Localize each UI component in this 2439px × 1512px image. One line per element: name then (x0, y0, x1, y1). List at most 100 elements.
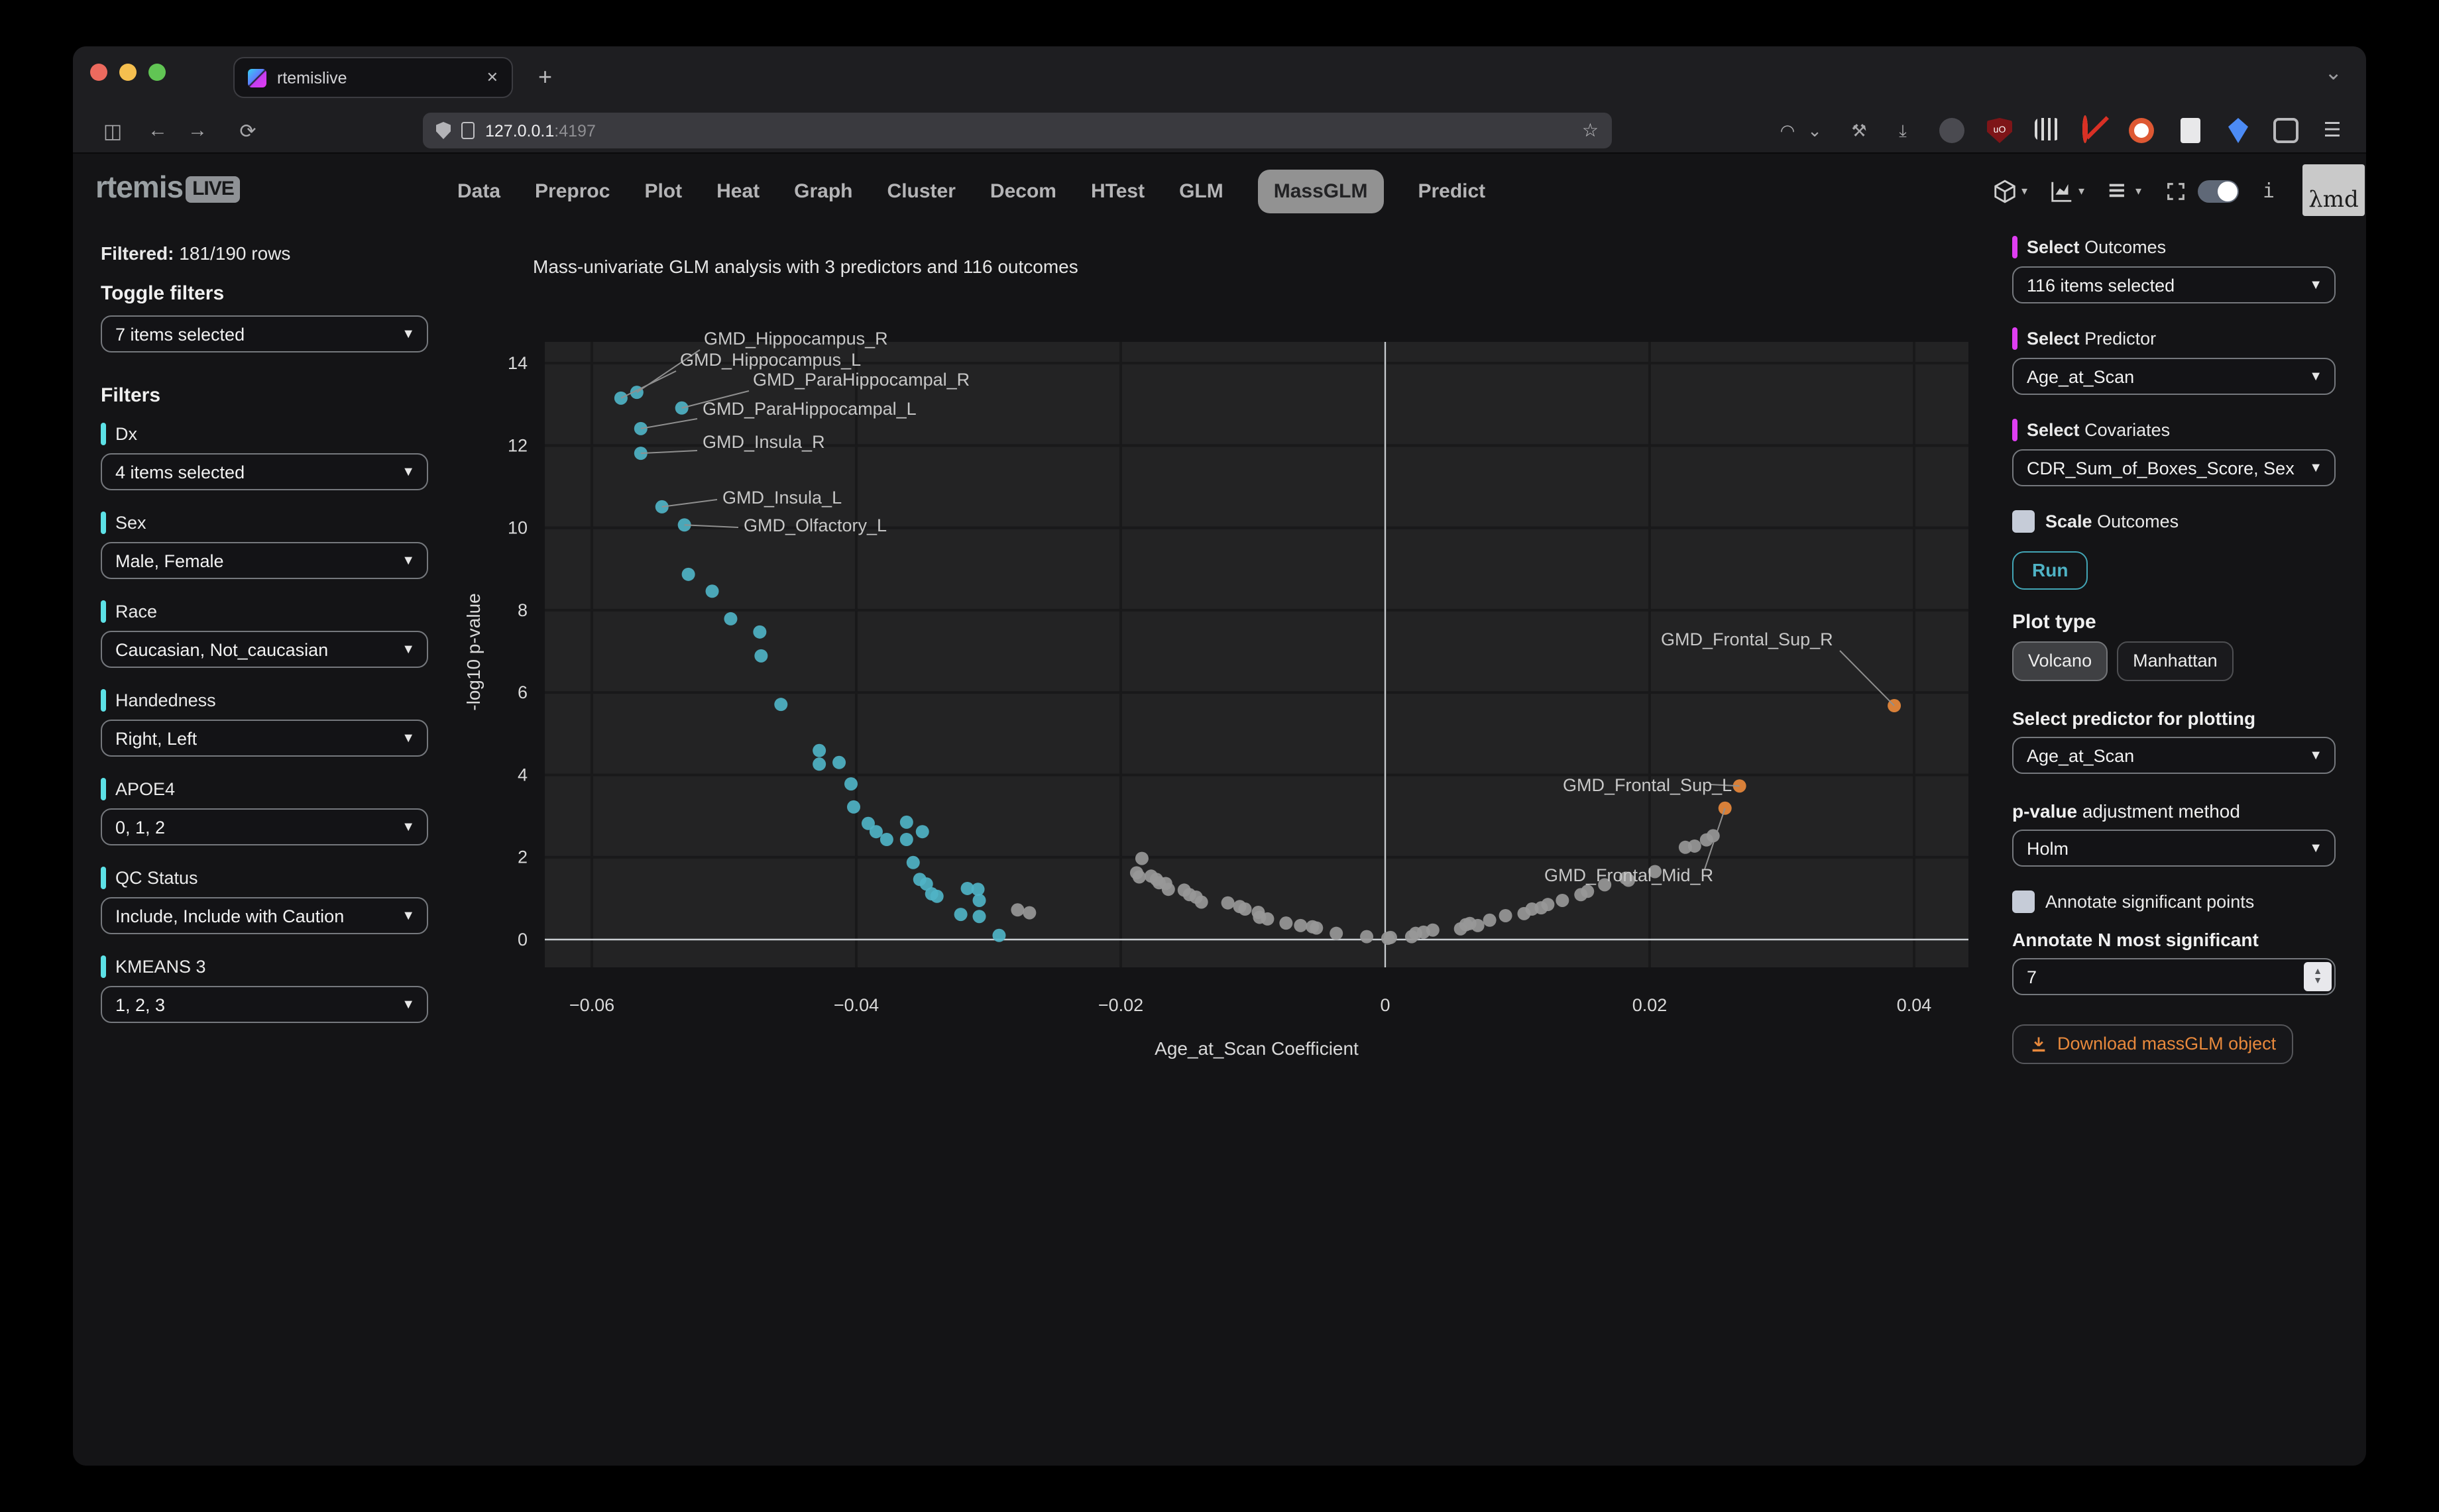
extension-avatar-icon[interactable] (1939, 118, 1964, 143)
data-point[interactable] (915, 825, 929, 839)
data-point[interactable] (861, 816, 875, 830)
data-point[interactable] (1471, 918, 1485, 932)
data-point[interactable] (906, 855, 920, 869)
data-point[interactable] (1383, 930, 1397, 944)
data-point[interactable] (724, 612, 738, 625)
fence-extension-icon[interactable] (2035, 118, 2060, 140)
data-point[interactable] (899, 815, 913, 829)
reload-icon[interactable]: ⟳ (239, 120, 256, 142)
data-point[interactable] (1023, 906, 1037, 920)
covariates-select[interactable]: CDR_Sum_of_Boxes_Score, Sex ▼ (2012, 449, 2336, 486)
menu-hamburger-icon[interactable]: ☰ (2323, 119, 2342, 142)
tab-heat[interactable]: Heat (716, 180, 760, 202)
gem-extension-icon[interactable] (2228, 118, 2248, 143)
data-point[interactable] (844, 777, 858, 791)
browser-tab[interactable]: rtemislive ✕ (233, 57, 513, 98)
data-point[interactable] (1132, 870, 1146, 884)
filter-select-race[interactable]: Caucasian, Not_caucasian ▼ (101, 631, 428, 668)
filter-select-qc-status[interactable]: Include, Include with Caution ▼ (101, 897, 428, 934)
data-point[interactable] (1499, 908, 1512, 922)
data-point[interactable] (813, 757, 826, 771)
minimize-window-button[interactable] (119, 64, 137, 81)
back-icon[interactable]: ← (148, 119, 168, 142)
account-icon[interactable]: ◠ (1780, 121, 1795, 140)
data-point[interactable] (879, 832, 893, 846)
data-point[interactable] (813, 743, 826, 757)
tab-predict[interactable]: Predict (1418, 180, 1486, 202)
data-point[interactable] (972, 910, 986, 924)
data-point[interactable] (1238, 902, 1252, 916)
chart-settings-icon[interactable]: ▾ (2049, 167, 2084, 215)
notes-extension-icon[interactable] (2181, 118, 2200, 143)
data-point[interactable] (774, 698, 788, 712)
data-point[interactable] (1687, 839, 1701, 853)
tab-preproc[interactable]: Preproc (535, 180, 610, 202)
data-point[interactable] (1556, 893, 1569, 907)
data-point[interactable] (919, 877, 933, 891)
data-point[interactable] (1221, 896, 1235, 910)
data-point[interactable] (614, 391, 628, 405)
filter-select-dx[interactable]: 4 items selected ▼ (101, 453, 428, 490)
forward-icon[interactable]: → (188, 119, 207, 142)
data-point[interactable] (832, 755, 846, 769)
tracking-protection-shield-icon[interactable] (436, 122, 451, 139)
address-bar[interactable]: 127.0.0.1:4197 ☆ (423, 113, 1612, 148)
data-point[interactable] (869, 825, 883, 839)
tab-decom[interactable]: Decom (990, 180, 1056, 202)
data-point[interactable] (1648, 865, 1662, 879)
tab-close-icon[interactable]: ✕ (486, 70, 498, 86)
data-point[interactable] (1581, 885, 1595, 898)
manhattan-button[interactable]: Manhattan (2117, 641, 2234, 681)
zoom-window-button[interactable] (148, 64, 166, 81)
data-point[interactable] (930, 889, 944, 903)
new-tab-button[interactable]: + (538, 64, 553, 90)
data-point[interactable] (681, 567, 695, 581)
theme-toggle[interactable] (2198, 167, 2239, 215)
data-point[interactable] (1011, 903, 1025, 917)
tab-list-chevron-icon[interactable]: ⌄ (2324, 62, 2342, 85)
data-point[interactable] (705, 584, 719, 598)
scale-outcomes-checkbox[interactable] (2012, 510, 2035, 533)
run-button[interactable]: Run (2012, 551, 2088, 590)
filter-select-apoe4[interactable]: 0, 1, 2 ▼ (101, 808, 428, 845)
data-point[interactable] (753, 625, 767, 639)
padjust-select[interactable]: Holm ▼ (2012, 830, 2336, 867)
list-options-icon[interactable]: ▾ (2106, 167, 2141, 215)
data-point[interactable] (1360, 930, 1374, 944)
fullscreen-icon[interactable] (2165, 167, 2187, 215)
data-point[interactable] (1294, 918, 1308, 932)
data-point[interactable] (972, 893, 986, 907)
filter-select-kmeans3[interactable]: 1, 2, 3 ▼ (101, 986, 428, 1023)
close-window-button[interactable] (90, 64, 107, 81)
tab-data[interactable]: Data (457, 180, 501, 202)
data-point[interactable] (847, 800, 861, 814)
data-point[interactable] (1622, 873, 1636, 887)
wrench-icon[interactable]: ⚒ (1851, 121, 1867, 140)
downloads-icon[interactable]: ⤓ (1899, 121, 1907, 140)
download-massglm-button[interactable]: Download massGLM object (2012, 1024, 2294, 1064)
data-point[interactable] (899, 832, 913, 846)
data-point[interactable] (960, 881, 974, 895)
tab-massglm[interactable]: MassGLM (1257, 169, 1384, 213)
extensions-puzzle-icon[interactable] (2273, 118, 2298, 143)
ublock-origin-icon[interactable]: uO (1987, 118, 2012, 143)
filter-select-handedness[interactable]: Right, Left ▼ (101, 720, 428, 757)
annotate-n-input[interactable] (2012, 958, 2336, 995)
annotate-significant-checkbox[interactable] (2012, 891, 2035, 913)
number-stepper[interactable]: ▲ ▼ (2304, 962, 2332, 991)
toolbar-chevron-icon[interactable]: ⌄ (1807, 121, 1822, 140)
predictor-plot-select[interactable]: Age_at_Scan ▼ (2012, 737, 2336, 774)
volcano-button[interactable]: Volcano (2012, 641, 2108, 681)
filter-select-sex[interactable]: Male, Female ▼ (101, 542, 428, 579)
bookmark-star-icon[interactable]: ☆ (1581, 119, 1599, 140)
data-point[interactable] (1161, 883, 1175, 896)
window-controls[interactable] (90, 64, 166, 81)
predictor-select[interactable]: Age_at_Scan ▼ (2012, 358, 2336, 395)
data-point[interactable] (1541, 898, 1555, 912)
data-point[interactable] (1330, 926, 1343, 940)
data-point[interactable] (971, 883, 985, 896)
data-point[interactable] (1194, 895, 1208, 909)
blocker-extension-icon[interactable] (2082, 115, 2088, 143)
site-info-page-icon[interactable] (461, 122, 475, 139)
data-point[interactable] (1310, 921, 1324, 935)
